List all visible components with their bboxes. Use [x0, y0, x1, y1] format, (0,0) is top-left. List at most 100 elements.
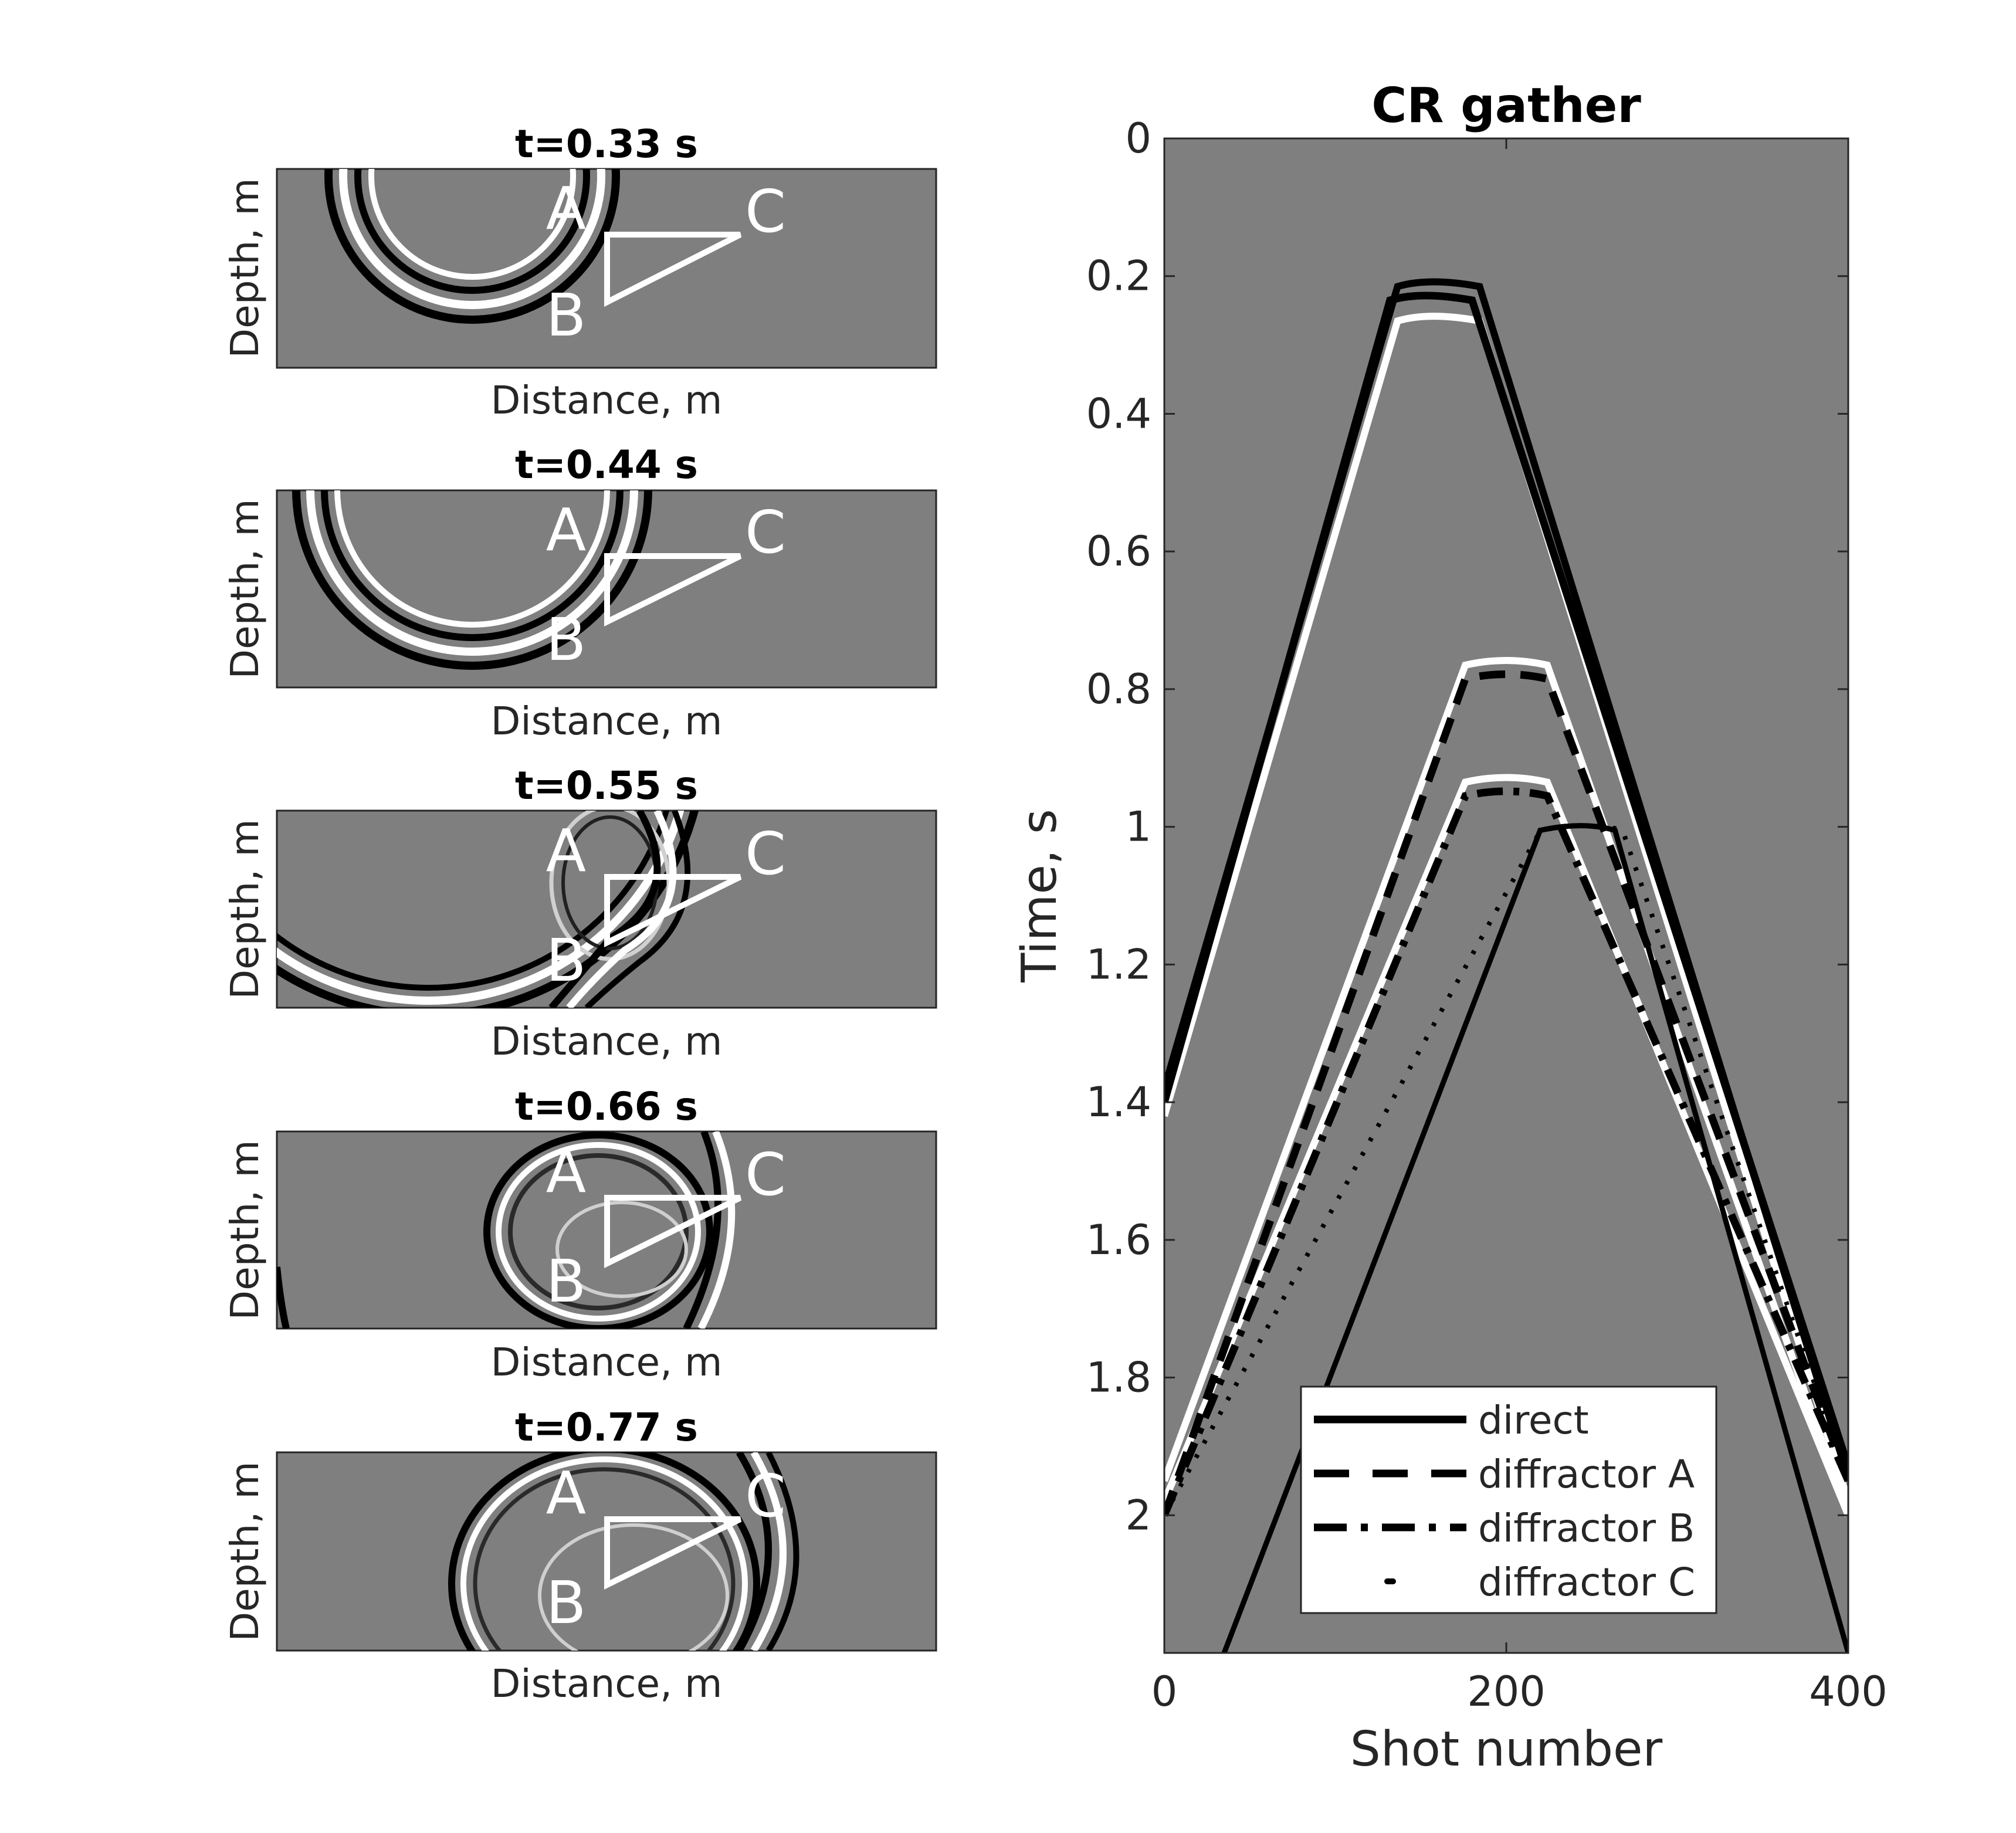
seismic-event	[1164, 774, 1848, 1517]
diffractor-triangle	[604, 1516, 742, 1590]
diffraction-arc	[683, 1131, 721, 1329]
wavefront-ring	[324, 169, 620, 324]
diffraction-arc	[765, 1452, 799, 1651]
label-b: B	[546, 605, 587, 674]
y-tick-label: 1.2	[1086, 940, 1151, 988]
legend-label: diffractor B	[1478, 1506, 1695, 1551]
x-tick-label: 0	[1151, 1668, 1178, 1716]
label-c: C	[745, 1140, 786, 1209]
snapshot-xlabel: Distance, m	[491, 1661, 723, 1706]
snapshot-title: t=0.66 s	[515, 1084, 698, 1129]
diffraction-arc	[566, 811, 677, 1008]
diffraction-ring	[448, 1452, 760, 1651]
label-c: C	[745, 819, 786, 888]
snapshot-xlabel: Distance, m	[491, 378, 723, 423]
diffraction-ring	[460, 1456, 748, 1651]
snapshot-xlabel: Distance, m	[491, 1340, 723, 1385]
wavefront-ring	[368, 169, 576, 280]
x-tick-label: 400	[1809, 1668, 1888, 1716]
gather-ylabel: Time, s	[1012, 809, 1068, 983]
diffraction-ring	[549, 811, 671, 961]
seismic-event	[1164, 313, 1848, 1503]
y-tick-label: 2	[1125, 1491, 1151, 1539]
diffraction-arc	[548, 811, 661, 1008]
label-c: C	[745, 498, 786, 567]
cr-gather-panel: 0 0.2 0.4 0.6 0.8 1 1.2 1.4 1.6 1.8 2 0 200 400 CR ga…	[1012, 78, 1888, 1777]
diffraction-ring	[508, 1153, 689, 1310]
snapshot-title: t=0.77 s	[515, 1405, 698, 1450]
wavefront-ring	[339, 169, 605, 309]
snapshot-panel-0: A B C t=0.33 s Distance, m Depth, m	[222, 121, 937, 423]
wavefront-ring	[354, 169, 590, 294]
label-a: A	[546, 1459, 586, 1527]
diffraction-ring	[538, 1523, 729, 1651]
series-line-2	[1164, 670, 1848, 1517]
diffractor-triangle	[604, 553, 742, 627]
snapshot-ylabel: Depth, m	[222, 819, 267, 999]
legend-label: direct	[1478, 1398, 1589, 1443]
label-a: A	[546, 1137, 586, 1206]
diffraction-arc	[750, 1452, 787, 1651]
wavefront-ring	[306, 490, 638, 656]
gather-xlabel: Shot number	[1350, 1722, 1663, 1777]
snapshot-panel-2: A B C t=0.55 s Distance, m Depth, m	[222, 763, 937, 1064]
wavefront-ring	[277, 811, 670, 991]
y-tick-label: 0.4	[1086, 389, 1151, 438]
snapshot-title: t=0.55 s	[515, 763, 698, 808]
label-a: A	[546, 496, 586, 564]
gather-ticks: 0 0.2 0.4 0.6 0.8 1 1.2 1.4 1.6 1.8 2 0 200 400	[1086, 114, 1888, 1716]
diffraction-ring	[473, 1467, 736, 1651]
y-tick-label: 0.8	[1086, 665, 1151, 713]
snapshot-ylabel: Depth, m	[222, 178, 267, 358]
diffraction-ring	[496, 1142, 701, 1322]
label-b: B	[546, 281, 587, 350]
snapshot-ylabel: Depth, m	[222, 1461, 267, 1641]
snapshot-ylabel: Depth, m	[222, 1140, 267, 1320]
snapshot-panel-3: A B C t=0.66 s Distance, m Depth, m	[222, 1084, 937, 1385]
snapshot-xlabel: Distance, m	[491, 699, 723, 744]
y-tick-label: 0.6	[1086, 527, 1151, 575]
y-tick-label: 1.8	[1086, 1354, 1151, 1402]
legend-label: diffractor C	[1478, 1560, 1695, 1605]
label-b: B	[546, 926, 587, 995]
wavefront-ring	[334, 490, 610, 628]
y-tick-label: 1.6	[1086, 1216, 1151, 1264]
snapshot-title: t=0.44 s	[515, 442, 698, 487]
diffraction-ring	[483, 1131, 713, 1329]
label-b: B	[546, 1568, 587, 1637]
label-c: C	[745, 1462, 786, 1530]
gather-series	[1164, 292, 1848, 1517]
series-line-1	[1164, 292, 1848, 1469]
wavefront-ring	[292, 490, 652, 670]
snapshot-xlabel: Distance, m	[491, 1019, 723, 1064]
diffractor-triangle	[604, 232, 742, 307]
snapshot-title: t=0.33 s	[515, 121, 698, 167]
y-tick-label: 1	[1125, 803, 1151, 851]
legend: direct diffractor A diffractor B diffractor…	[1300, 1385, 1717, 1614]
wavefront-ring	[321, 490, 624, 641]
diffractor-triangle	[604, 874, 742, 948]
diffraction-ring	[555, 1201, 688, 1298]
diffraction-arc	[736, 1452, 772, 1651]
wavefront-ring	[277, 811, 685, 1005]
y-tick-label: 0.2	[1086, 252, 1151, 300]
diffraction-arc	[584, 811, 691, 1008]
seismic-event	[1164, 278, 1848, 1482]
legend-label: diffractor A	[1478, 1452, 1695, 1497]
seismic-event	[1164, 656, 1848, 1517]
series-line-3	[1164, 787, 1848, 1517]
y-tick-label: 1.4	[1086, 1078, 1151, 1126]
snapshot-ylabel: Depth, m	[222, 499, 267, 679]
y-tick-label: 0	[1125, 114, 1151, 162]
diffraction-arc	[697, 1131, 736, 1329]
snapshot-panel-1: A B C t=0.44 s Distance, m Depth, m	[222, 442, 937, 744]
diffractor-triangle	[604, 1195, 742, 1269]
x-tick-label: 200	[1467, 1668, 1546, 1716]
label-b: B	[546, 1247, 587, 1316]
label-a: A	[546, 816, 586, 885]
direct-wave-edge	[277, 1266, 290, 1329]
label-c: C	[745, 177, 786, 246]
label-a: A	[546, 174, 586, 243]
gather-title: CR gather	[1371, 78, 1641, 134]
